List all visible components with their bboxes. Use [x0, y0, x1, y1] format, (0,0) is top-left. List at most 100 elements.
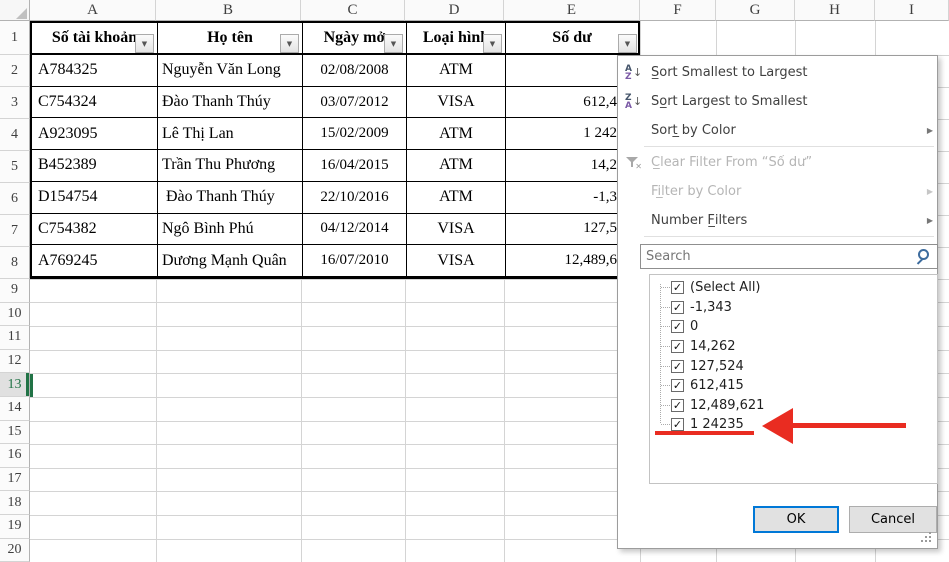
- row-header-9[interactable]: 9: [0, 279, 30, 303]
- header-cell-type[interactable]: Loại hình: [407, 23, 506, 55]
- menu-item-number-filters[interactable]: Number F̲ilters ▶: [618, 206, 937, 235]
- cell-D7[interactable]: VISA: [407, 213, 506, 246]
- filter-list-item-highlighted[interactable]: ✓ 1 24235: [650, 415, 937, 435]
- checkbox-checked[interactable]: ✓: [671, 281, 684, 295]
- filter-list-item[interactable]: ✓ -1,343: [650, 298, 937, 318]
- row-header-15[interactable]: 15: [0, 420, 30, 445]
- header-cell-open-date[interactable]: Ngày mở: [303, 23, 407, 55]
- column-header-B[interactable]: B: [156, 0, 301, 21]
- cell-B6[interactable]: Đào Thanh Thúy: [158, 181, 303, 214]
- checkbox-checked[interactable]: ✓: [671, 320, 684, 334]
- cell-A6[interactable]: D154754: [32, 181, 158, 214]
- cell-A2[interactable]: A784325: [32, 55, 158, 87]
- column-header-A[interactable]: A: [30, 0, 156, 21]
- cell-D6[interactable]: ATM: [407, 181, 506, 214]
- filter-list-item[interactable]: ✓ 612,415: [650, 376, 937, 396]
- cell-E8[interactable]: 12,489,621: [506, 245, 638, 277]
- cell-D4[interactable]: ATM: [407, 118, 506, 151]
- checkbox-checked[interactable]: ✓: [671, 398, 684, 412]
- filter-button-balance-open[interactable]: ▼: [618, 34, 637, 53]
- filter-button-open-date[interactable]: ▼: [384, 34, 403, 53]
- filter-button-account[interactable]: ▼: [135, 34, 154, 53]
- cell-C4[interactable]: 15/02/2009: [303, 118, 407, 151]
- column-header-I[interactable]: I: [875, 0, 949, 21]
- cancel-button[interactable]: Cancel: [849, 506, 937, 533]
- column-header-D[interactable]: D: [405, 0, 504, 21]
- cell-D5[interactable]: ATM: [407, 150, 506, 182]
- row-header-6[interactable]: 6: [0, 183, 30, 215]
- header-cell-balance[interactable]: Số dư: [506, 23, 638, 55]
- row-header-8[interactable]: 8: [0, 247, 30, 279]
- filter-item-label[interactable]: 612,415: [690, 378, 744, 394]
- cell-B5[interactable]: Trần Thu Phương: [158, 150, 303, 182]
- row-header-17[interactable]: 17: [0, 467, 30, 492]
- select-all-corner[interactable]: [0, 0, 30, 21]
- filter-item-label[interactable]: -1,343: [690, 299, 732, 315]
- cell-A5[interactable]: B452389: [32, 150, 158, 182]
- row-header-13-active[interactable]: 13: [0, 373, 30, 397]
- row-header-2[interactable]: 2: [0, 55, 30, 87]
- checkbox-checked[interactable]: ✓: [671, 300, 684, 314]
- cell-B7[interactable]: Ngô Bình Phú: [158, 213, 303, 246]
- menu-item-filter-by-color[interactable]: Fi̲lter by Color ▶: [618, 177, 937, 206]
- cell-A4[interactable]: A923095: [32, 118, 158, 151]
- row-header-5[interactable]: 5: [0, 151, 30, 183]
- header-cell-name[interactable]: Họ tên: [158, 23, 303, 55]
- cell-B2[interactable]: Nguyễn Văn Long: [158, 55, 303, 87]
- header-cell-account[interactable]: Số tài khoản: [32, 23, 158, 55]
- row-header-7[interactable]: 7: [0, 215, 30, 247]
- cell-C3[interactable]: 03/07/2012: [303, 86, 407, 119]
- filter-list-item[interactable]: ✓ 0: [650, 317, 937, 337]
- checkbox-checked[interactable]: ✓: [671, 340, 684, 354]
- row-header-10[interactable]: 10: [0, 302, 30, 327]
- cell-C7[interactable]: 04/12/2014: [303, 213, 407, 246]
- column-header-H[interactable]: H: [795, 0, 875, 21]
- menu-item-sort-by-color[interactable]: Sort̲ by Color ▶: [618, 116, 937, 145]
- menu-item-clear-filter[interactable]: ✕ C̲lear Filter From “Số dư”: [618, 148, 937, 177]
- filter-item-label[interactable]: 1 24235: [690, 417, 744, 433]
- cell-C6[interactable]: 22/10/2016: [303, 181, 407, 214]
- row-header-12[interactable]: 12: [0, 349, 30, 374]
- cell-B8[interactable]: Dương Mạnh Quân: [158, 245, 303, 277]
- filter-list-item[interactable]: ✓ 127,524: [650, 356, 937, 376]
- cell-C8[interactable]: 16/07/2010: [303, 245, 407, 277]
- cell-D2[interactable]: ATM: [407, 55, 506, 87]
- checkbox-checked[interactable]: ✓: [671, 359, 684, 373]
- row-header-3[interactable]: 3: [0, 87, 30, 119]
- filter-item-label[interactable]: 127,524: [690, 358, 744, 374]
- cell-B3[interactable]: Đào Thanh Thúy: [158, 86, 303, 119]
- cell-D8[interactable]: VISA: [407, 245, 506, 277]
- cell-A8[interactable]: A769245: [32, 245, 158, 277]
- column-header-E[interactable]: E: [504, 0, 640, 21]
- row-header-11[interactable]: 11: [0, 326, 30, 350]
- filter-button-type[interactable]: ▼: [483, 34, 502, 53]
- filter-item-label[interactable]: (Select All): [690, 280, 761, 296]
- cell-B4[interactable]: Lê Thị Lan: [158, 118, 303, 151]
- filter-button-name[interactable]: ▼: [280, 34, 299, 53]
- resize-grip-icon[interactable]: [921, 540, 923, 542]
- checkbox-checked[interactable]: ✓: [671, 418, 684, 432]
- column-header-F[interactable]: F: [640, 0, 716, 21]
- cell-C5[interactable]: 16/04/2015: [303, 150, 407, 182]
- row-header-19[interactable]: 19: [0, 514, 30, 539]
- column-header-C[interactable]: C: [301, 0, 405, 21]
- search-input[interactable]: [641, 245, 937, 268]
- checkbox-checked[interactable]: ✓: [671, 379, 684, 393]
- cell-A7[interactable]: C754382: [32, 213, 158, 246]
- column-header-G[interactable]: G: [716, 0, 795, 21]
- cell-A3[interactable]: C754324: [32, 86, 158, 119]
- filter-item-label[interactable]: 0: [690, 319, 699, 335]
- filter-item-label[interactable]: 14,262: [690, 339, 736, 355]
- row-header-14[interactable]: 14: [0, 396, 30, 421]
- row-header-18[interactable]: 18: [0, 491, 30, 515]
- filter-list-item-select-all[interactable]: ✓ (Select All): [650, 278, 937, 298]
- filter-item-label[interactable]: 12,489,621: [690, 397, 765, 413]
- row-header-4[interactable]: 4: [0, 119, 30, 151]
- filter-list-item[interactable]: ✓ 14,262: [650, 337, 937, 357]
- row-header-20[interactable]: 20: [0, 538, 30, 562]
- row-header-16[interactable]: 16: [0, 444, 30, 468]
- filter-list-item[interactable]: ✓ 12,489,621: [650, 396, 937, 416]
- cell-C2[interactable]: 02/08/2008: [303, 55, 407, 87]
